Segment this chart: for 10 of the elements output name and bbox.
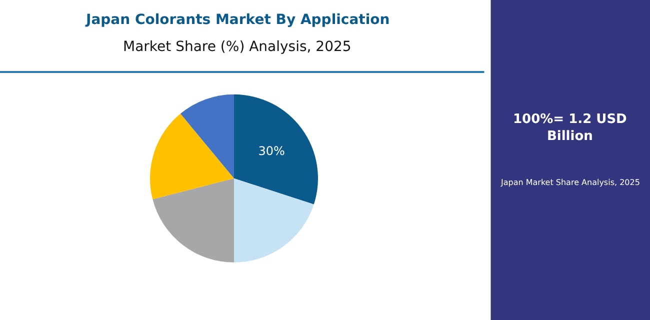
pie-slice xyxy=(234,178,314,262)
pie-slice xyxy=(180,94,234,178)
text: 100%= 1.2 USD Billion xyxy=(513,112,628,144)
chart-title: Japan Colorants Market By Application xyxy=(85,12,390,28)
pie-slice xyxy=(152,178,234,262)
pie-slice xyxy=(150,114,234,200)
text: Japan Market Share Analysis, 2025 xyxy=(500,178,640,187)
chart-subtitle: Market Share (%) Analysis, 2025 xyxy=(123,39,352,55)
pie-slice xyxy=(234,94,318,204)
data-label: 30% xyxy=(258,144,285,158)
